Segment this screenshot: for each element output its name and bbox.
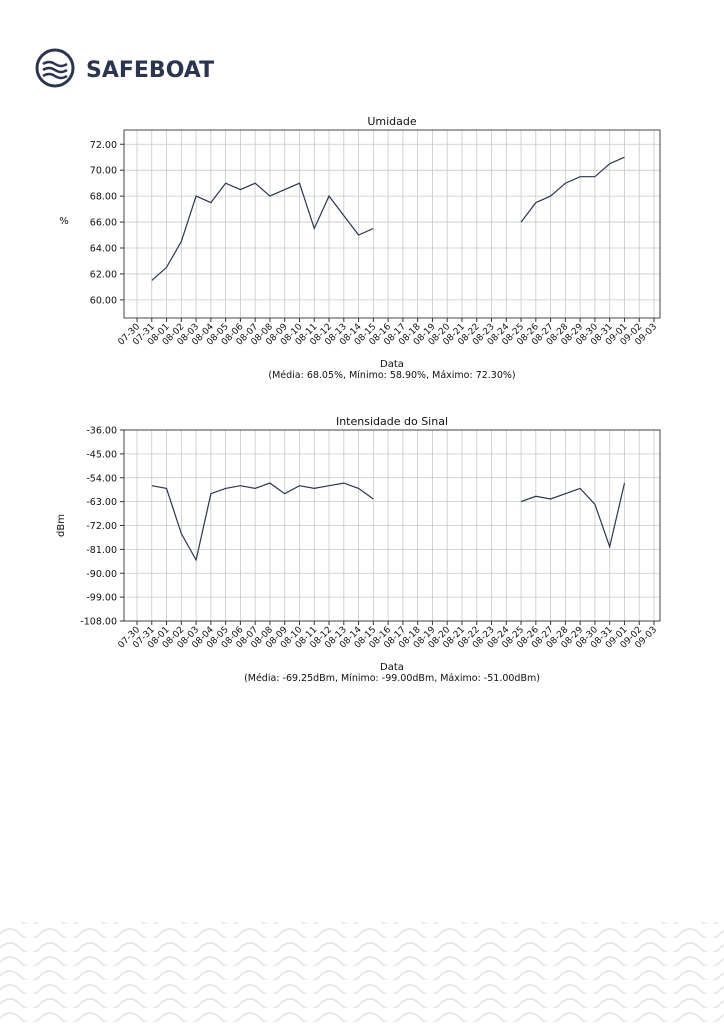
- y-tick-label: 62.00: [90, 269, 117, 280]
- plot-frame: [123, 129, 661, 319]
- y-tick-label: 64.00: [90, 243, 117, 254]
- y-tick-label: 70.00: [90, 166, 117, 177]
- data-line: [151, 156, 625, 281]
- y-tick-label: -99.00: [86, 593, 117, 604]
- caption: (Média: 68.05%, Mínimo: 58.90%, Máximo: …: [268, 370, 515, 381]
- y-axis-label: dBm: [56, 514, 67, 537]
- y-tick-label: -63.00: [86, 497, 117, 508]
- y-tick-label: -81.00: [86, 545, 117, 556]
- y-tick-label: -90.00: [86, 569, 117, 580]
- wave-pattern: [0, 922, 724, 1024]
- chart-title: Umidade: [367, 115, 417, 128]
- y-tick-label: -36.00: [86, 426, 117, 437]
- data-line: [151, 482, 626, 562]
- x-axis-label: Data: [380, 359, 404, 370]
- x-axis-label: Data: [380, 662, 404, 673]
- y-axis-label: %: [59, 216, 69, 227]
- y-tick-label: 66.00: [90, 218, 117, 229]
- chart-title: Intensidade do Sinal: [336, 415, 448, 428]
- y-tick-label: -45.00: [86, 449, 117, 460]
- y-tick-label: 68.00: [90, 192, 117, 203]
- logo: SAFEBOAT: [35, 48, 214, 88]
- y-tick-label: -108.00: [80, 617, 117, 628]
- y-tick-label: -72.00: [86, 521, 117, 532]
- y-tick-label: 72.00: [90, 140, 117, 151]
- plot-frame: [123, 429, 661, 622]
- y-tick-label: -54.00: [86, 473, 117, 484]
- caption: (Média: -69.25dBm, Mínimo: -99.00dBm, Má…: [244, 673, 540, 684]
- y-tick-label: 60.00: [90, 295, 117, 306]
- brand: SAFEBOAT: [86, 58, 214, 83]
